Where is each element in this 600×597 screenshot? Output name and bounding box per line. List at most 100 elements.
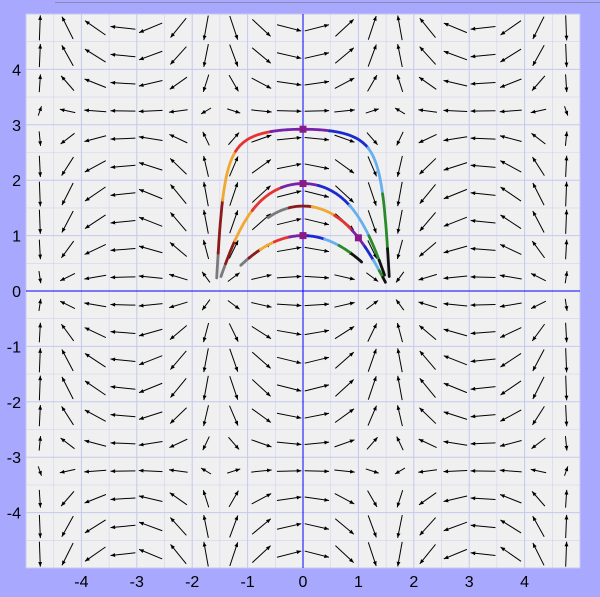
trajectory-segment [381, 192, 390, 251]
field-arrow [202, 44, 209, 68]
field-arrow [251, 47, 272, 64]
field-arrow [229, 376, 239, 400]
field-arrow [367, 74, 378, 92]
field-arrow [443, 495, 468, 503]
field-arrow [500, 20, 522, 36]
field-arrow [110, 275, 136, 280]
field-arrow [138, 162, 163, 171]
trajectory-segment [386, 247, 391, 278]
field-arrow [227, 272, 240, 282]
field-arrow [335, 185, 355, 203]
field-arrow [419, 212, 436, 232]
field-arrow [419, 378, 436, 398]
x-tick-label: -3 [130, 574, 144, 591]
field-arrow [530, 273, 547, 282]
field-arrow [470, 358, 496, 363]
field-arrow [499, 135, 522, 143]
field-arrow [202, 490, 210, 508]
field-arrow [60, 491, 75, 507]
field-arrow [304, 550, 330, 558]
field-arrow [334, 159, 355, 174]
field-arrow [530, 108, 547, 114]
field-arrow [138, 135, 163, 142]
axes-layer [26, 14, 580, 568]
field-arrow [470, 136, 496, 141]
field-arrow [532, 515, 545, 537]
field-arrow [334, 326, 355, 340]
field-arrow [228, 74, 239, 92]
field-arrow [395, 299, 405, 311]
field-arrow [443, 136, 468, 142]
field-arrow [367, 348, 377, 372]
field-arrow [470, 219, 496, 224]
field-arrow [334, 493, 355, 505]
trajectory-segment [316, 184, 352, 208]
trajectory-segment [328, 129, 370, 150]
field-arrow [419, 517, 437, 536]
field-arrow [276, 190, 302, 198]
field-arrow [334, 469, 355, 474]
field-arrow [367, 182, 377, 206]
field-arrow [334, 274, 355, 281]
field-arrow [367, 323, 378, 342]
field-arrow [276, 246, 302, 253]
field-arrow [251, 493, 272, 505]
field-arrow [500, 380, 522, 396]
field-arrow [200, 467, 212, 475]
field-arrow [335, 351, 355, 369]
field-arrow [304, 275, 330, 280]
field-arrow [138, 328, 163, 337]
field-arrow [367, 515, 377, 538]
x-tick-label: -1 [240, 574, 254, 591]
field-arrow [334, 134, 355, 143]
field-arrow [335, 379, 355, 397]
field-arrow [334, 439, 355, 448]
field-arrow [334, 47, 355, 64]
field-arrow [531, 323, 546, 342]
field-arrow [499, 327, 522, 339]
field-arrow [276, 550, 302, 558]
field-arrow [443, 355, 468, 366]
field-arrow [200, 107, 212, 115]
field-arrow [251, 545, 271, 564]
field-arrow [564, 322, 569, 343]
vector-field [37, 15, 569, 567]
field-arrow [531, 491, 546, 507]
field-arrow [229, 405, 239, 426]
field-arrow [138, 216, 163, 227]
field-arrow [443, 245, 468, 254]
field-arrow [38, 375, 43, 401]
field-arrow [419, 350, 436, 370]
field-arrow [304, 136, 330, 142]
field-arrow [169, 325, 188, 341]
field-arrow [84, 108, 107, 113]
field-arrow [500, 214, 522, 229]
field-arrow [470, 523, 496, 529]
field-arrow [170, 184, 187, 204]
field-arrow [38, 43, 43, 68]
field-arrow [60, 132, 75, 145]
field-arrow [335, 545, 355, 564]
field-arrow [169, 517, 187, 536]
trajectory-segment [250, 185, 284, 212]
trajectory [239, 234, 364, 267]
field-arrow [110, 108, 136, 113]
field-arrow [396, 15, 403, 41]
trajectory-segment [258, 240, 276, 252]
field-arrow [564, 131, 569, 146]
field-arrow [229, 15, 239, 40]
field-arrow [530, 468, 547, 474]
field-arrow [564, 209, 569, 234]
field-arrow [418, 241, 437, 257]
field-arrow [138, 495, 163, 503]
field-arrow [60, 75, 75, 91]
field-arrow [418, 301, 437, 309]
field-arrow [60, 323, 75, 342]
field-arrow [564, 155, 569, 177]
field-arrow [419, 17, 436, 38]
field-arrow [365, 468, 379, 474]
field-arrow [227, 300, 240, 310]
field-arrow [169, 301, 188, 309]
field-arrow [84, 301, 107, 308]
field-arrow [419, 46, 437, 65]
